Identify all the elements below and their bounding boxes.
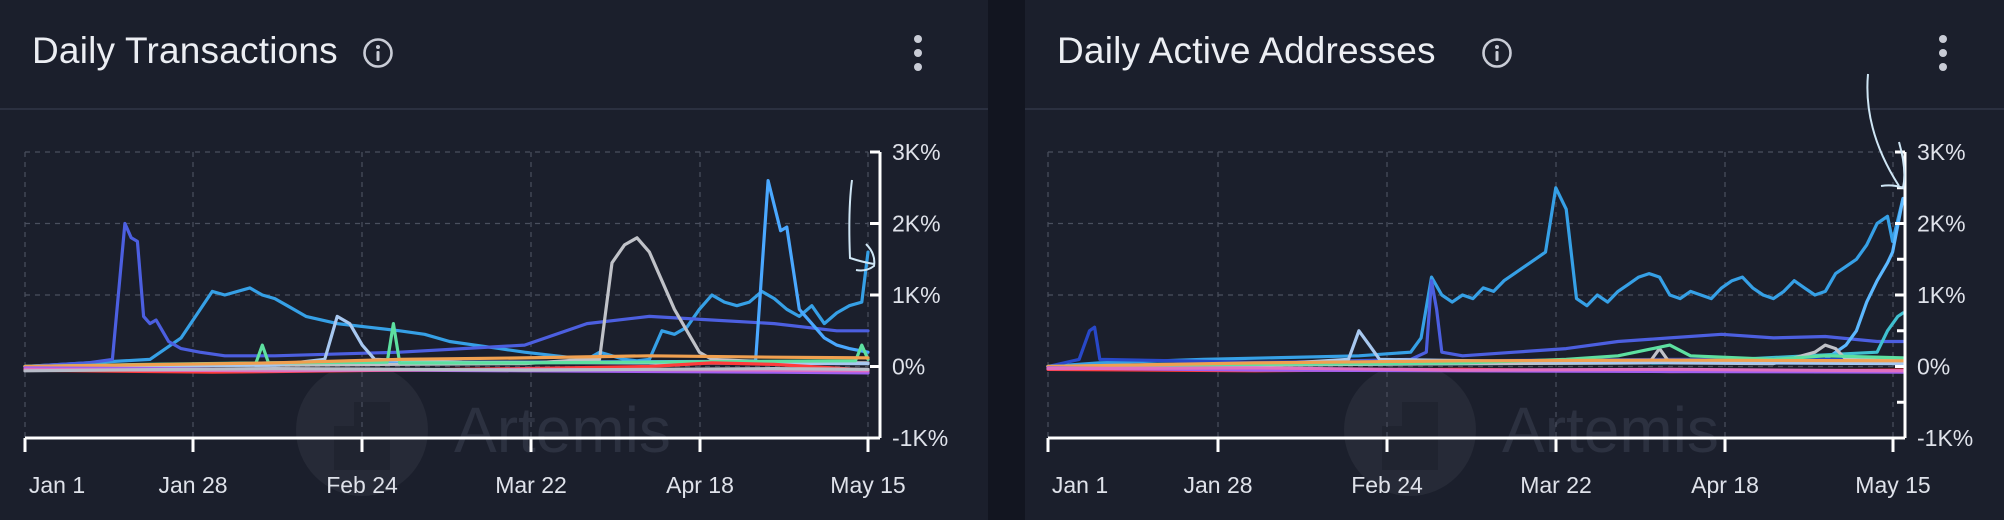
kebab-menu-icon[interactable] xyxy=(1937,34,1949,72)
y-tick-label: 2K% xyxy=(892,211,941,237)
series-sky[interactable] xyxy=(1046,196,1905,369)
x-tick-label: Jan 28 xyxy=(1183,472,1252,498)
line-chart-daily-transactions: Artemis 3K% 2K% 1K% 0% -1K% Jan 1 Jan 28 Feb 24 M… xyxy=(23,139,948,498)
series-pink[interactable] xyxy=(1046,366,1905,373)
panel-title: Daily Active Addresses xyxy=(1057,30,1436,71)
x-tick-label: Jan 28 xyxy=(158,472,227,498)
line-chart-daily-active-addresses: Artemis 3K% 2K% 1K% 0% -1K% Jan 1 Jan 28 Feb 24 M… xyxy=(1046,73,1973,498)
y-axis: 3K% 2K% 1K% 0% -1K% xyxy=(1895,139,1973,451)
series-light-blue[interactable] xyxy=(23,250,870,369)
series-lines xyxy=(1046,186,1905,374)
panel-header: Daily Transactions xyxy=(0,0,988,110)
series-orange[interactable] xyxy=(23,354,870,369)
x-axis: Jan 1 Jan 28 Feb 24 Mar 22 Apr 18 May 15 xyxy=(23,436,906,498)
hand-drawn-arrow-annotation xyxy=(1866,73,1906,190)
grid xyxy=(24,151,869,439)
x-axis: Jan 1 Jan 28 Feb 24 Mar 22 Apr 18 May 15 xyxy=(1046,436,1931,498)
panel-gap xyxy=(988,0,1025,520)
panel-header: Daily Active Addresses xyxy=(1025,0,2004,110)
series-royal-blue[interactable] xyxy=(1046,279,1905,369)
info-circle-icon[interactable] xyxy=(362,37,394,69)
series-bright-blue[interactable] xyxy=(23,179,870,369)
watermark-text: Artemis xyxy=(1502,394,1719,466)
x-tick-label: Jan 1 xyxy=(29,472,85,498)
x-tick-label: May 15 xyxy=(830,472,905,498)
series-mint[interactable] xyxy=(1046,343,1905,369)
hand-drawn-arrow-annotation xyxy=(848,179,876,272)
series-silver[interactable] xyxy=(23,236,870,369)
y-tick-label: 0% xyxy=(892,354,925,380)
x-tick-label: Apr 18 xyxy=(1691,472,1759,498)
y-tick-label: 2K% xyxy=(1917,211,1966,237)
series-royal-blue[interactable] xyxy=(23,221,870,369)
x-tick-label: Mar 22 xyxy=(495,472,567,498)
watermark-text: Artemis xyxy=(454,394,671,466)
series-lines xyxy=(23,179,870,375)
series-gray[interactable] xyxy=(23,367,870,373)
y-tick-label: -1K% xyxy=(892,425,948,451)
info-circle-icon[interactable] xyxy=(1481,37,1513,69)
x-tick-label: Mar 22 xyxy=(1520,472,1592,498)
x-tick-label: Jan 1 xyxy=(1052,472,1108,498)
kebab-menu-icon[interactable] xyxy=(912,34,924,72)
series-light-blue[interactable] xyxy=(1046,186,1905,369)
y-tick-label: 3K% xyxy=(1917,139,1966,165)
x-tick-label: Apr 18 xyxy=(666,472,734,498)
y-tick-label: 1K% xyxy=(892,282,941,308)
y-axis: 3K% 2K% 1K% 0% -1K% xyxy=(870,139,948,451)
y-tick-label: -1K% xyxy=(1917,425,1973,451)
y-tick-label: 3K% xyxy=(892,139,941,165)
x-tick-label: Feb 24 xyxy=(326,472,398,498)
chart-panel-daily-active-addresses: Daily Active Addresses Artemis 3K% 2K% 1K% 0… xyxy=(1025,0,2004,520)
y-tick-label: 1K% xyxy=(1917,282,1966,308)
chart-panel-daily-transactions: Daily Transactions Artemis 3K% 2K% 1K% 0% -1K… xyxy=(0,0,988,520)
series-orange[interactable] xyxy=(1046,358,1905,369)
y-tick-label: 0% xyxy=(1917,354,1950,380)
panel-title: Daily Transactions xyxy=(32,30,338,71)
x-tick-label: Feb 24 xyxy=(1351,472,1423,498)
x-tick-label: May 15 xyxy=(1855,472,1930,498)
watermark-artemis: Artemis xyxy=(1344,364,1719,496)
